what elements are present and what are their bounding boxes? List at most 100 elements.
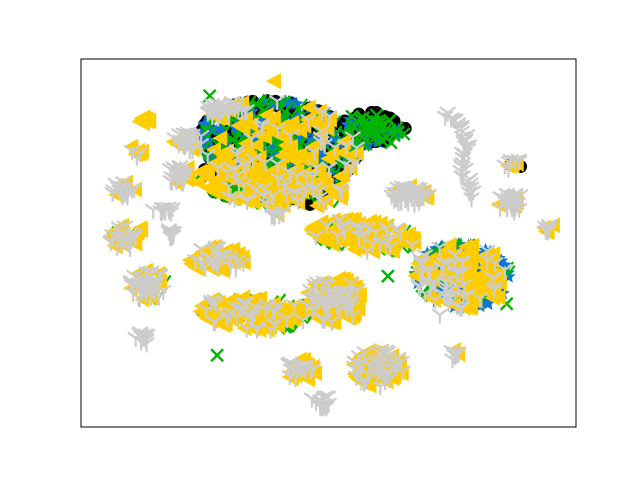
yellow-triangle-point — [342, 309, 358, 326]
gray-tri-down-point — [156, 205, 174, 221]
gray-tri-down-point — [312, 396, 329, 412]
gray-tri-down-point — [163, 175, 180, 191]
yellow-triangle-point — [304, 220, 320, 237]
yellow-triangle-point — [461, 253, 477, 270]
yellow-triangle-point — [204, 178, 220, 195]
yellow-triangle-point — [283, 138, 299, 155]
green-tick-point — [200, 119, 215, 133]
gray-tri-down-point — [343, 277, 360, 293]
axes-frame — [80, 58, 577, 428]
green-tick-point — [250, 94, 265, 108]
green-x-point — [345, 109, 359, 124]
gray-tri-down-point — [138, 266, 155, 282]
gray-tri-down-point — [326, 141, 343, 157]
gray-tri-down-point — [392, 225, 409, 242]
gray-tri-down-point — [255, 189, 272, 205]
gray-tri-down-point — [412, 191, 429, 207]
green-x-point — [366, 114, 381, 128]
blue-star-point — [230, 114, 245, 128]
gray-tri-down-point — [459, 289, 476, 305]
points-layer — [102, 73, 560, 417]
gray-tri-down-point — [130, 291, 147, 307]
gray-tri-down-point — [375, 368, 392, 384]
yellow-triangle-point — [301, 110, 317, 127]
gray-tri-down-point — [116, 234, 133, 251]
gray-tri-down-point — [450, 281, 467, 297]
yellow-triangle-point — [235, 120, 251, 137]
blue-star-point — [204, 122, 219, 137]
green-tick-point — [279, 100, 294, 115]
gray-tri-down-point — [484, 271, 502, 287]
gray-tri-down-point — [389, 357, 406, 373]
gray-tri-down-point — [437, 290, 454, 306]
yellow-triangle-point — [407, 267, 423, 284]
gray-tri-down-point — [230, 104, 247, 120]
gray-tri-down-point — [294, 313, 311, 330]
gray-tri-down-point — [229, 254, 246, 270]
blue-star-point — [220, 134, 235, 149]
yellow-triangle-point — [274, 147, 290, 164]
gray-tri-down-point — [182, 137, 199, 153]
yellow-triangle-point — [324, 236, 340, 253]
gray-tri-down-point — [348, 141, 365, 157]
gray-tri-down-point — [359, 221, 376, 237]
blue-star-point — [197, 116, 213, 130]
yellow-triangle-point — [212, 130, 228, 147]
gray-tri-down-point — [238, 322, 255, 339]
gray-tri-down-point — [479, 244, 496, 260]
yellow-triangle-point — [237, 135, 253, 152]
yellow-triangle-point — [342, 232, 358, 249]
gray-tri-down-point — [305, 145, 322, 162]
blue-star-point — [481, 296, 496, 310]
gray-tri-down-point — [253, 118, 271, 134]
green-x-point — [358, 120, 373, 134]
gray-tri-down-point — [357, 374, 375, 390]
yellow-triangle-point — [335, 133, 351, 150]
gray-tri-down-point — [367, 225, 384, 241]
gray-tri-down-point — [119, 190, 136, 206]
yellow-triangle-point — [277, 300, 293, 317]
green-tick-point — [234, 133, 250, 147]
gray-tri-down-point — [509, 197, 526, 213]
gray-tri-down-point — [431, 308, 448, 324]
gray-tri-down-point — [149, 276, 166, 292]
gray-tri-down-point — [293, 361, 310, 378]
blue-star-point — [205, 152, 220, 166]
gray-tri-down-point — [243, 132, 260, 148]
green-tick-point — [293, 98, 309, 112]
yellow-triangle-point — [471, 250, 487, 267]
gray-tri-down-point — [230, 175, 247, 191]
gray-tri-down-point — [412, 267, 429, 284]
gray-tri-down-point — [131, 146, 148, 162]
gray-tri-down-point — [333, 186, 350, 202]
gray-tri-down-point — [172, 167, 190, 183]
yellow-triangle-point — [205, 141, 221, 158]
gray-tri-down-point — [496, 159, 513, 175]
gray-tri-down-point — [454, 265, 471, 282]
gray-tri-down-point — [317, 299, 334, 315]
gray-tri-down-point — [307, 230, 324, 246]
gray-tri-down-point — [124, 277, 141, 293]
gray-tri-down-point — [257, 156, 274, 172]
gray-tri-down-point — [313, 106, 331, 122]
gray-tri-down-point — [219, 312, 236, 328]
yellow-triangle-point — [266, 73, 282, 90]
green-tick-point — [220, 117, 236, 132]
gray-tri-down-point — [485, 284, 503, 300]
gray-tri-down-point — [179, 126, 196, 142]
blue-star-point — [323, 162, 338, 176]
gray-tri-down-point — [236, 159, 253, 175]
gray-tri-down-point — [404, 238, 421, 255]
gray-tri-down-point — [162, 231, 179, 247]
gray-tri-down-point — [360, 359, 377, 375]
gray-tri-down-point — [221, 190, 238, 207]
blue-star-point — [492, 256, 507, 271]
gray-tri-down-point — [426, 277, 443, 293]
gray-tri-down-point — [311, 191, 328, 207]
gray-tri-down-point — [315, 278, 332, 294]
gray-tri-down-point — [471, 292, 488, 308]
gray-tri-down-point — [316, 313, 333, 329]
yellow-triangle-point — [250, 158, 266, 175]
green-x-point — [387, 128, 401, 143]
